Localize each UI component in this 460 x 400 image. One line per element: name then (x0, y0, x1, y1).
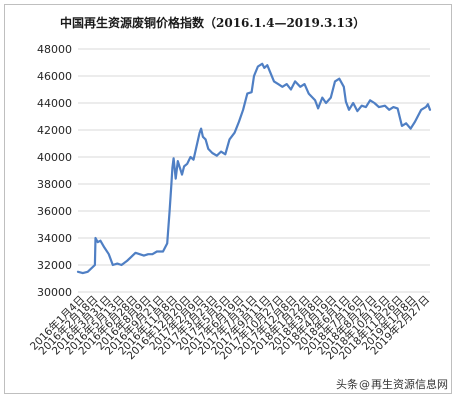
y-tick-label: 30000 (37, 286, 72, 299)
watermark: 头条@再生资源信息网 (336, 376, 448, 392)
watermark-account: 再生资源信息网 (371, 378, 448, 391)
watermark-prefix: 头条 (336, 378, 358, 391)
y-axis-tick-labels: 30000 32000 34000 36000 38000 40000 42000 44000… (37, 43, 72, 299)
y-tick-label: 46000 (37, 70, 72, 83)
y-tick-label: 44000 (37, 97, 72, 110)
gridlines (78, 48, 430, 293)
y-tick-label: 42000 (37, 124, 72, 137)
series-line (76, 62, 432, 275)
y-tick-label: 38000 (37, 178, 72, 191)
y-tick-label: 34000 (37, 232, 72, 245)
watermark-at: @ (359, 378, 370, 391)
series-layer (76, 62, 432, 275)
y-tick-label: 32000 (37, 259, 72, 272)
chart-frame (4, 4, 452, 394)
y-tick-label: 36000 (37, 205, 72, 218)
chart-title: 中国再生资源废铜价格指数（2016.1.4—2019.3.13） (60, 16, 366, 30)
y-tick-label: 40000 (37, 151, 72, 164)
x-axis-tick-labels: 2016年1月4日2016年2月18日2016年3月31日2016年5月13日2… (27, 293, 432, 362)
y-tick-label: 48000 (37, 43, 72, 56)
